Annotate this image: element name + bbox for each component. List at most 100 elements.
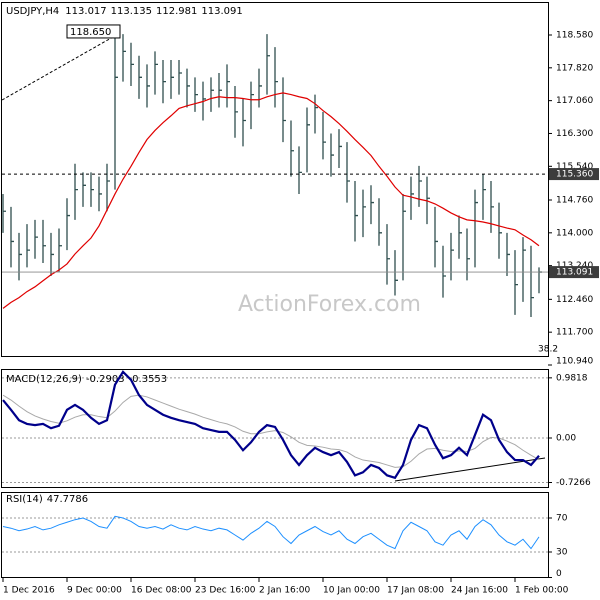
close-label-box bbox=[549, 266, 599, 279]
price-bar bbox=[482, 174, 486, 220]
close: 113.091 bbox=[201, 6, 242, 17]
price-bar bbox=[90, 172, 94, 207]
macd-value: -0.2903 bbox=[86, 374, 125, 385]
x-tick-label: 24 Jan 16:00 bbox=[451, 586, 508, 596]
y-tick-label: 0.00 bbox=[556, 433, 576, 443]
price-bar bbox=[178, 60, 182, 95]
series-line bbox=[2, 515, 540, 550]
price-bar bbox=[498, 202, 502, 259]
x-tick-label: 1 Feb 00:00 bbox=[515, 586, 569, 596]
price-bar bbox=[274, 47, 278, 108]
price-bar bbox=[242, 98, 246, 147]
close-label: 113.091 bbox=[556, 268, 593, 278]
price-bar bbox=[314, 94, 318, 134]
price-bar bbox=[42, 219, 46, 264]
y-tick-label: -0.7266 bbox=[556, 478, 591, 488]
x-tick-label: 10 Jan 00:00 bbox=[323, 586, 380, 596]
price-bar bbox=[50, 232, 54, 277]
price-bar bbox=[330, 133, 334, 177]
signal-value: -0.3553 bbox=[129, 374, 168, 385]
price-bar bbox=[530, 245, 534, 318]
price-bar bbox=[522, 237, 526, 302]
y-tick-label: 118.580 bbox=[556, 30, 593, 40]
price-bar bbox=[106, 163, 110, 212]
price-bar bbox=[138, 55, 142, 99]
y-tick-label: 111.700 bbox=[556, 328, 593, 338]
price-bar bbox=[394, 250, 398, 296]
price-bar bbox=[114, 31, 118, 190]
price-bar bbox=[306, 107, 310, 173]
open: 113.017 bbox=[65, 6, 106, 17]
rsi-panel bbox=[1, 492, 549, 578]
peak-label: 118.650 bbox=[70, 27, 111, 38]
price-bar bbox=[98, 176, 102, 212]
price-bar bbox=[210, 77, 214, 112]
price-header: USDJPY,H4 113.017 113.135 112.981 113.091 bbox=[6, 6, 243, 17]
rsi-header: RSI(14) 47.7786 bbox=[6, 494, 88, 505]
price-bar bbox=[58, 228, 62, 272]
macd-title: MACD(12,26,9) bbox=[6, 374, 82, 385]
x-tick-label: 2 Jan 16:00 bbox=[259, 586, 311, 596]
price-bar bbox=[146, 64, 150, 108]
y-tick-label: 114.760 bbox=[556, 195, 593, 205]
price-bar bbox=[234, 85, 238, 138]
price-panel bbox=[1, 2, 549, 357]
macd-trend-line bbox=[394, 457, 546, 482]
price-bar bbox=[402, 193, 406, 281]
symbol: USDJPY,H4 bbox=[6, 6, 59, 17]
price-bar bbox=[250, 81, 254, 130]
price-bar bbox=[282, 77, 286, 143]
price-bar bbox=[298, 146, 302, 194]
price-bar bbox=[362, 189, 366, 238]
price-bar bbox=[386, 224, 390, 285]
price-bar bbox=[218, 73, 222, 108]
moving-average bbox=[2, 92, 540, 309]
price-bar bbox=[26, 224, 30, 268]
rsi-title: RSI(14) bbox=[6, 494, 43, 505]
annotation: 38.2 bbox=[538, 345, 558, 355]
peak-label-box bbox=[66, 24, 121, 39]
price-bar bbox=[258, 68, 262, 108]
y-tick-label: 30 bbox=[556, 548, 568, 558]
price-bar bbox=[74, 163, 78, 220]
price-bar bbox=[506, 232, 510, 277]
y-tick-label: 117.820 bbox=[556, 63, 593, 73]
macd-panel bbox=[1, 369, 549, 488]
price-bar bbox=[186, 68, 190, 108]
y-tick-label: 117.060 bbox=[556, 96, 593, 106]
x-tick-label: 17 Jan 08:00 bbox=[387, 586, 444, 596]
price-bar bbox=[474, 189, 478, 268]
price-bar bbox=[338, 129, 342, 169]
high: 113.135 bbox=[111, 6, 152, 17]
watermark: ActionForex.com bbox=[238, 292, 421, 317]
price-bar bbox=[2, 193, 6, 233]
price-bar bbox=[346, 142, 350, 203]
price-bar bbox=[82, 172, 86, 207]
price-bar bbox=[434, 206, 438, 268]
rsi-value: 47.7786 bbox=[47, 494, 88, 505]
y-tick-label: 0.9818 bbox=[556, 373, 588, 383]
price-bar bbox=[130, 42, 134, 86]
x-tick-label: 23 Dec 16:00 bbox=[195, 586, 256, 596]
price-bar bbox=[122, 34, 126, 82]
y-tick-label: 116.300 bbox=[556, 129, 593, 139]
price-bar bbox=[66, 198, 70, 251]
y-tick-label: 110.940 bbox=[556, 357, 593, 367]
level-label-box bbox=[549, 168, 599, 181]
price-bar bbox=[226, 64, 230, 108]
y-tick-label: 0 bbox=[556, 569, 562, 579]
price-bar bbox=[290, 120, 294, 177]
price-bar bbox=[410, 176, 414, 220]
macd-header: MACD(12,26,9) -0.2903 -0.3553 bbox=[6, 374, 167, 385]
y-tick-label: 115.540 bbox=[556, 162, 593, 172]
series-line bbox=[2, 394, 540, 468]
x-tick-label: 9 Dec 00:00 bbox=[67, 586, 122, 596]
price-bar bbox=[194, 77, 198, 112]
y-tick-label: 70 bbox=[556, 514, 568, 524]
price-bar bbox=[10, 206, 14, 268]
price-bar bbox=[514, 250, 518, 315]
price-bar bbox=[162, 60, 166, 104]
x-tick-label: 16 Dec 08:00 bbox=[131, 586, 192, 596]
y-tick-label: 112.460 bbox=[556, 295, 593, 305]
